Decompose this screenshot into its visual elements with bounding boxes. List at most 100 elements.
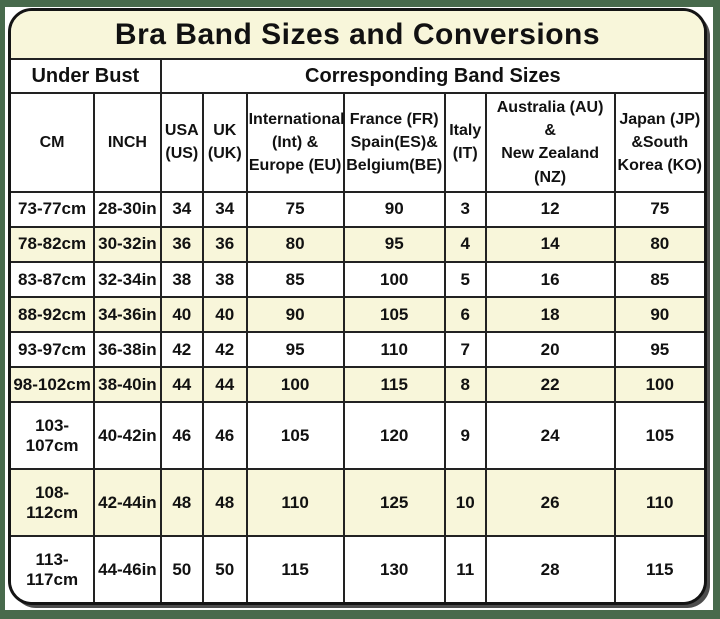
table-cell: 78-82cm (11, 225, 96, 263)
table-cell: 105 (245, 401, 345, 471)
table-cell: 115 (342, 366, 446, 404)
table-cell: 48 (159, 468, 204, 538)
table-cell: 30-32in (93, 225, 162, 263)
table-cell: 38 (159, 260, 204, 299)
table-cell: 12 (484, 190, 616, 228)
table-cell: 108-112cm (11, 468, 96, 538)
column-header-australia-new-zealand: Australia (AU) & New Zealand (NZ) (484, 92, 616, 193)
group-header-under-bust: Under Bust (11, 58, 162, 94)
table-cell: 46 (201, 401, 248, 471)
table-cell: 73-77cm (11, 190, 96, 228)
table-cell: 75 (613, 190, 704, 228)
table-cell: 8 (443, 366, 487, 404)
table-cell: 100 (613, 366, 704, 404)
table-cell: 14 (484, 225, 616, 263)
table-cell: 20 (484, 331, 616, 369)
table-cell: 38 (201, 260, 248, 299)
table-cell: 80 (245, 225, 345, 263)
table-cell: 42 (201, 331, 248, 369)
page-title: Bra Band Sizes and Conversions (11, 11, 704, 60)
table-cell: 16 (484, 260, 616, 299)
table-cell: 120 (342, 401, 446, 471)
table-cell: 34 (201, 190, 248, 228)
table-cell: 6 (443, 296, 487, 334)
table-cell: 44-46in (93, 535, 162, 602)
group-header-row: Under Bust Corresponding Band Sizes (11, 58, 704, 94)
table-cell: 9 (443, 401, 487, 471)
table-cell: 28 (484, 535, 616, 602)
table-cell: 48 (201, 468, 248, 538)
table-cell: 100 (245, 366, 345, 404)
table-cell: 85 (245, 260, 345, 299)
table-cell: 22 (484, 366, 616, 404)
table-cell: 3 (443, 190, 487, 228)
table-cell: 105 (613, 401, 704, 471)
table-cell: 40 (159, 296, 204, 334)
table-cell: 103-107cm (11, 401, 96, 471)
table-cell: 75 (245, 190, 345, 228)
table-cell: 44 (201, 366, 248, 404)
bra-band-size-table: Bra Band Sizes and Conversions Under Bus… (11, 11, 704, 602)
table-cell: 80 (613, 225, 704, 263)
table-cell: 110 (342, 331, 446, 369)
table-cell: 90 (342, 190, 446, 228)
table-cell: 46 (159, 401, 204, 471)
table-cell: 24 (484, 401, 616, 471)
table-cell: 115 (245, 535, 345, 602)
table-cell: 11 (443, 535, 487, 602)
table-cell: 4 (443, 225, 487, 263)
table-body: 73-77cm 28-30in 34 34 75 90 3 12 75 78-82cm 30-32i… (11, 190, 704, 602)
table-row: 73-77cm 28-30in 34 34 75 90 3 12 75 (11, 190, 704, 228)
table-cell: 130 (342, 535, 446, 602)
table-row: 83-87cm 32-34in 38 38 85 100 5 16 85 (11, 260, 704, 299)
table-cell: 90 (245, 296, 345, 334)
column-header-cm: CM (11, 92, 96, 193)
table-cell: 42-44in (93, 468, 162, 538)
column-header-italy: Italy (IT) (443, 92, 487, 193)
table-cell: 85 (613, 260, 704, 299)
table-cell: 50 (201, 535, 248, 602)
column-header-row: CM INCH USA (US) UK (UK) International (… (11, 92, 704, 193)
table-cell: 95 (342, 225, 446, 263)
table-row: 98-102cm 38-40in 44 44 100 115 8 22 100 (11, 366, 704, 404)
table-cell: 93-97cm (11, 331, 96, 369)
column-header-international-europe: International (Int) & Europe (EU) (245, 92, 345, 193)
table-cell: 90 (613, 296, 704, 334)
table-cell: 110 (613, 468, 704, 538)
table-cell: 95 (613, 331, 704, 369)
table-row: 108-112cm 42-44in 48 48 110 125 10 26 110 (11, 468, 704, 538)
table-row: 93-97cm 36-38in 42 42 95 110 7 20 95 (11, 331, 704, 369)
table-cell: 115 (613, 535, 704, 602)
table-cell: 50 (159, 535, 204, 602)
table-cell: 36 (201, 225, 248, 263)
page-background: Bra Band Sizes and Conversions Under Bus… (5, 7, 713, 610)
table-cell: 125 (342, 468, 446, 538)
column-header-usa: USA (US) (159, 92, 204, 193)
table-cell: 105 (342, 296, 446, 334)
table-row: 78-82cm 30-32in 36 36 80 95 4 14 80 (11, 225, 704, 263)
table-cell: 95 (245, 331, 345, 369)
table-cell: 44 (159, 366, 204, 404)
title-row: Bra Band Sizes and Conversions (11, 11, 704, 60)
table-cell: 40 (201, 296, 248, 334)
table-cell: 36 (159, 225, 204, 263)
table-cell: 110 (245, 468, 345, 538)
table-cell: 26 (484, 468, 616, 538)
table-cell: 5 (443, 260, 487, 299)
table-cell: 83-87cm (11, 260, 96, 299)
table-row: 103-107cm 40-42in 46 46 105 120 9 24 105 (11, 401, 704, 471)
group-header-corresponding-band-sizes: Corresponding Band Sizes (159, 58, 704, 94)
table-cell: 32-34in (93, 260, 162, 299)
table-cell: 40-42in (93, 401, 162, 471)
column-header-inch: INCH (93, 92, 162, 193)
table-cell: 100 (342, 260, 446, 299)
table-cell: 18 (484, 296, 616, 334)
table-cell: 88-92cm (11, 296, 96, 334)
table-cell: 98-102cm (11, 366, 96, 404)
table-row: 113-117cm 44-46in 50 50 115 130 11 28 115 (11, 535, 704, 602)
table-cell: 34-36in (93, 296, 162, 334)
column-header-france-spain-belgium: France (FR) Spain(ES)& Belgium(BE) (342, 92, 446, 193)
table-cell: 42 (159, 331, 204, 369)
table-cell: 34 (159, 190, 204, 228)
table-cell: 36-38in (93, 331, 162, 369)
